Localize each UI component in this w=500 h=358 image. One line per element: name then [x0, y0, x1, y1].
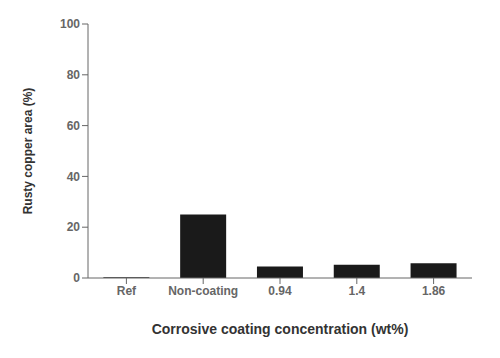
svg-text:1.4: 1.4 — [348, 284, 365, 298]
svg-text:80: 80 — [67, 68, 81, 82]
svg-text:Non-coating: Non-coating — [168, 284, 238, 298]
svg-text:0.94: 0.94 — [268, 284, 292, 298]
svg-text:20: 20 — [67, 220, 81, 234]
svg-text:Rusty copper area (%): Rusty copper area (%) — [21, 88, 35, 215]
svg-text:40: 40 — [67, 170, 81, 184]
svg-text:0: 0 — [73, 271, 80, 285]
svg-text:100: 100 — [60, 17, 80, 31]
svg-text:Ref: Ref — [117, 284, 137, 298]
svg-text:Corrosive coating concentratio: Corrosive coating concentration (wt%) — [152, 321, 409, 337]
svg-text:1.86: 1.86 — [422, 284, 446, 298]
svg-text:60: 60 — [67, 119, 81, 133]
